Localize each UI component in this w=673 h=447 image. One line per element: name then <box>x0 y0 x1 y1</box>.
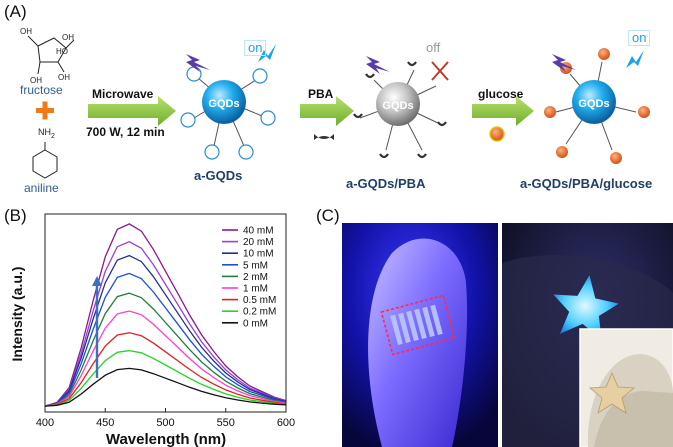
product3-label: a-GQDs/PBA/glucose <box>520 176 653 191</box>
core-label-2: GQDs <box>382 100 413 112</box>
nh2-label: NH2 <box>38 127 55 140</box>
nh2-subscript: 2 <box>51 132 55 140</box>
legend-label-3: 5 mM <box>243 260 268 271</box>
y-axis-label: Intensity (a.u.) <box>9 267 25 362</box>
product1-label: a-GQDs <box>194 168 243 183</box>
scheme-diagram: OH OH HO OH OH <box>20 27 650 179</box>
on-label-1: on <box>244 40 267 56</box>
panel-a-label: (A) <box>4 2 27 21</box>
step1-conditions: 700 W, 12 min <box>86 125 165 139</box>
svg-text:OH: OH <box>30 76 42 85</box>
x-tick-label-1: 450 <box>96 417 114 429</box>
agqds-pba-particle <box>353 61 447 159</box>
core-label-1: GQDs <box>208 98 239 110</box>
series-line-0 <box>44 223 287 407</box>
glucose-reagent-icon <box>489 126 505 142</box>
x-tick-label-2: 500 <box>156 417 174 429</box>
x-axis-label: Wavelength (nm) <box>106 431 226 447</box>
series-line-8 <box>44 367 287 407</box>
pba-reagent-icon <box>314 134 334 140</box>
arrow-microwave <box>88 96 176 126</box>
legend-label-7: 0.2 mM <box>243 307 276 318</box>
nh2-text: NH <box>38 127 51 137</box>
arrow-glucose <box>472 96 534 126</box>
x-axis-ticks: 400 450 500 550 600 <box>36 408 295 429</box>
agqds-particle <box>180 66 276 160</box>
off-label: off <box>426 40 441 55</box>
step3-label: glucose <box>478 87 524 101</box>
photo-finger-sensor <box>342 223 498 447</box>
product2-label: a-GQDs/PBA <box>346 176 426 191</box>
series-line-6 <box>44 332 287 407</box>
on-label-2: on <box>628 30 651 46</box>
series-line-2 <box>44 254 287 407</box>
fructose-structure <box>27 35 75 75</box>
legend-label-0: 40 mM <box>243 226 274 237</box>
arrow-pba <box>300 96 354 126</box>
series-line-4 <box>44 292 287 407</box>
svg-text:OH: OH <box>62 33 74 42</box>
x-tick-label-0: 400 <box>36 417 54 429</box>
series-line-3 <box>44 272 287 407</box>
photo-inset-daylight <box>579 328 673 447</box>
legend-label-2: 10 mM <box>243 249 274 260</box>
fructose-label: fructose <box>20 83 63 97</box>
core-label-3: GQDs <box>578 98 609 110</box>
off-cross-icon <box>431 61 449 81</box>
legend-label-5: 1 mM <box>243 284 268 295</box>
photo-panel <box>342 223 673 447</box>
aniline-label: aniline <box>24 181 59 195</box>
panel-b-label: (B) <box>4 206 27 225</box>
x-tick-label-4: 600 <box>277 417 295 429</box>
agqds-pba-glucose-particle <box>544 48 650 164</box>
panel-c-label: (C) <box>316 206 340 225</box>
plus-icon <box>36 101 54 120</box>
legend-label-8: 0 mM <box>243 318 268 329</box>
svg-text:OH: OH <box>58 73 70 82</box>
uv-lightning-icon <box>186 54 210 72</box>
trend-arrow-head <box>92 276 102 286</box>
svg-text:OH: OH <box>20 27 32 36</box>
legend-label-6: 0.5 mM <box>243 295 276 306</box>
series-line-5 <box>44 310 287 407</box>
legend-label-4: 2 mM <box>243 272 268 283</box>
aniline-structure <box>32 142 58 179</box>
emission-lightning-icon <box>258 44 276 62</box>
uv-lightning-icon-2 <box>366 56 390 74</box>
series-line-1 <box>44 240 287 407</box>
svg-text:HO: HO <box>56 47 68 56</box>
step2-label: PBA <box>308 87 334 101</box>
emission-lightning-icon-2 <box>626 50 644 68</box>
legend-label-1: 20 mM <box>243 237 274 248</box>
plot-area <box>44 223 287 407</box>
x-tick-label-3: 550 <box>217 417 235 429</box>
series-line-7 <box>44 349 287 407</box>
step1-label: Microwave <box>92 87 154 101</box>
uv-lightning-icon-3 <box>552 54 576 72</box>
